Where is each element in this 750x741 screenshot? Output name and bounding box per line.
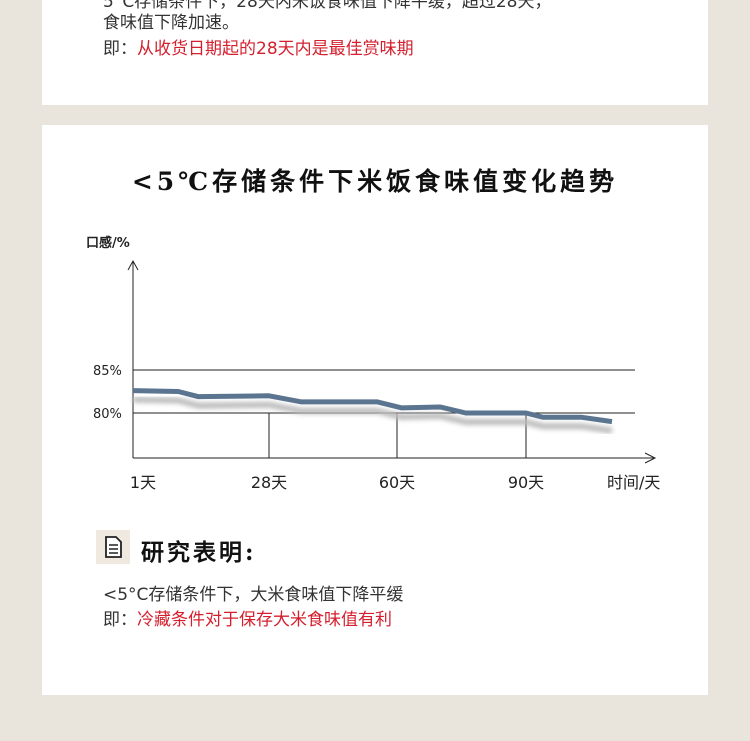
x-axis-label: 时间/天 — [607, 473, 660, 492]
research-highlight: 冷藏条件对于保存大米食味值有利 — [137, 610, 392, 630]
top-text-partial: 5°C存储条件下，28天内米饭食味值下降平缓，超过28天， — [103, 0, 552, 12]
conclusion-highlight: 从收货日期起的28天内是最佳赏味期 — [137, 39, 414, 59]
y-tick-label: 80% — [93, 407, 122, 422]
y-tick-label: 85% — [93, 364, 122, 379]
x-tick-label: 1天 — [130, 473, 156, 492]
series-shadow — [132, 396, 613, 434]
y-axis-label: 口感/% — [86, 235, 130, 251]
series-line — [132, 388, 613, 425]
top-text-line2: 食味值下降加速。 — [103, 13, 239, 33]
y-axis-arrow — [127, 259, 139, 271]
research-conclusion: 即：冷藏条件对于保存大米食味值有利 — [103, 605, 392, 630]
research-heading: 研究表明: — [141, 539, 257, 566]
top-conclusion: 即：从收货日期起的28天内是最佳赏味期 — [103, 34, 414, 59]
x-tick-label: 28天 — [251, 473, 287, 492]
x-tick-label: 90天 — [508, 473, 544, 492]
chart-title: <5℃存储条件下米饭食味值变化趋势 — [131, 167, 619, 196]
top-card — [42, 0, 708, 105]
conclusion-prefix: 即： — [103, 39, 137, 59]
research-line1: <5°C存储条件下，大米食味值下降平缓 — [103, 585, 404, 605]
research-prefix: 即： — [103, 610, 137, 630]
document-icon — [96, 530, 130, 564]
x-axis-arrow — [644, 452, 657, 464]
x-tick-label: 60天 — [379, 473, 415, 492]
